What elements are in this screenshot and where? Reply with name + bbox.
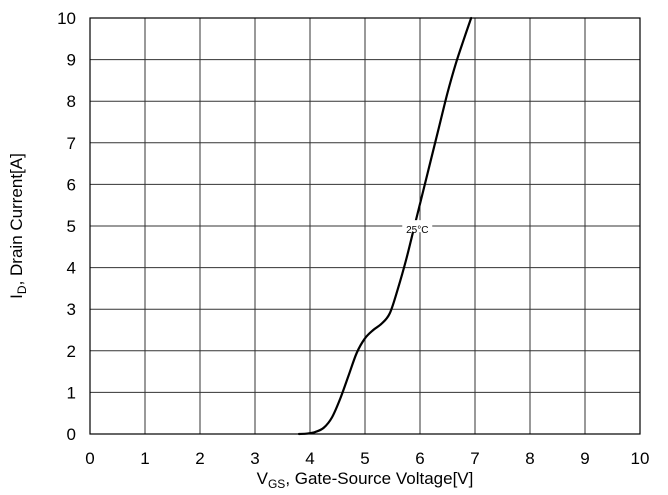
- x-tick-label: 8: [525, 449, 534, 468]
- series-line-1: [297, 16, 473, 436]
- x-tick-label: 4: [305, 449, 314, 468]
- annotation-1: 25°C: [402, 220, 433, 236]
- y-tick-label: 0: [67, 425, 76, 444]
- y-tick-label: 10: [57, 9, 76, 28]
- x-tick-label: 9: [580, 449, 589, 468]
- y-tick-label: 5: [67, 217, 76, 236]
- grid: [90, 18, 640, 434]
- y-axis-label: ID, Drain Current[A]: [7, 153, 29, 299]
- y-tick-label: 7: [67, 134, 76, 153]
- annotations-layer: 25°C: [402, 220, 433, 236]
- frame: [89, 17, 641, 435]
- y-tick-label: 4: [67, 259, 76, 278]
- x-tick-label: 6: [415, 449, 424, 468]
- x-tick-label: 1: [140, 449, 149, 468]
- x-axis-label: VGS, Gate-Source Voltage[V]: [257, 469, 474, 491]
- x-tick-label: 10: [631, 449, 650, 468]
- x-tick-label: 5: [360, 449, 369, 468]
- x-tick-label: 0: [85, 449, 94, 468]
- y-tick-label: 8: [67, 92, 76, 111]
- x-tick-label: 3: [250, 449, 259, 468]
- y-tick-label: 1: [67, 383, 76, 402]
- y-tick-label: 3: [67, 300, 76, 319]
- plot-frame: [89, 17, 641, 435]
- y-tick-label: 6: [67, 175, 76, 194]
- tick-labels: 0 1 2 3 4 5 6 7 8 9 10 0 1 2 3 4 5 6 7 8 9 10: [57, 9, 649, 468]
- annotation-label: 25°C: [406, 225, 428, 236]
- series-layer: [297, 16, 473, 436]
- y-tick-label: 2: [67, 342, 76, 361]
- annotation-background: [402, 220, 433, 233]
- x-tick-label: 7: [470, 449, 479, 468]
- x-tick-label: 2: [195, 449, 204, 468]
- y-tick-label: 9: [67, 51, 76, 70]
